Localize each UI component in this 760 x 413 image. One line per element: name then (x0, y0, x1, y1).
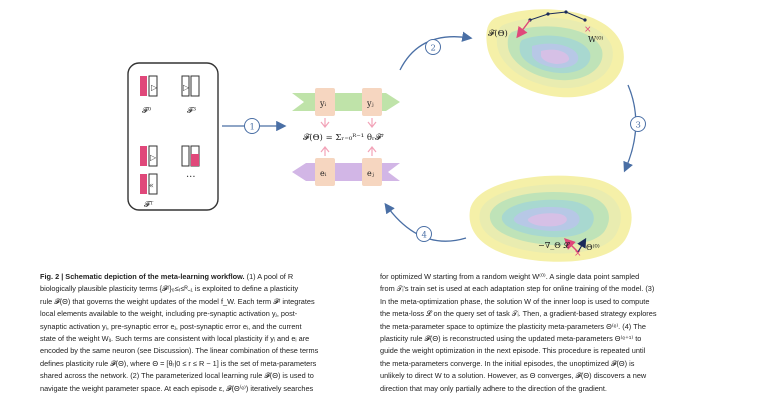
svg-text:▷: ▷ (151, 83, 158, 92)
term-icon-b (181, 145, 200, 167)
pool-ellipsis: ··· (186, 172, 196, 183)
caption-line: the meta-parameters converge. In the ini… (380, 358, 635, 368)
caption-line: state of the weight Wᵢⱼ. Such terms are … (40, 334, 310, 344)
step-arrow-3: 3 (623, 84, 646, 173)
step-label-4: 4 (422, 231, 427, 241)
caption-line: rule 𝓕(Θ) that governs the weight update… (40, 296, 315, 306)
caption-line: for optimized W starting from a random w… (380, 272, 640, 281)
caption-line: plasticity rule 𝓕(Θ) is reconstructed us… (380, 334, 642, 344)
term-icon-0: ▷ (140, 75, 158, 97)
caption-line: direction that may only partially adhere… (380, 383, 607, 393)
weight-landscape-top: × 𝓕(Θ) W⁽⁰⁾ (486, 9, 624, 98)
svg-text:×: × (584, 25, 592, 35)
step-arrow-1: 1 (222, 118, 287, 134)
grad-label: −∇_Θ 𝓛 (538, 240, 570, 250)
meta-landscape-bottom: × −∇_Θ 𝓛 Θ⁽⁰⁾ (469, 175, 632, 262)
bottom-theta-label: Θ⁽⁰⁾ (586, 243, 600, 252)
token-ei: eᵢ (320, 169, 327, 178)
caption-line: unlikely to direct W to a solution. Howe… (380, 371, 647, 381)
caption-line: from 𝒯ᵢ's train set is used at each adap… (380, 284, 655, 294)
step-arrow-4: 4 (384, 202, 467, 242)
pool-label-ft: 𝓕ᵀ (144, 200, 154, 209)
step-label-2: 2 (431, 44, 436, 54)
plasticity-rule-diagram: yᵢ yⱼ eᵢ eⱼ 𝓕(Θ) = Σᵣ₌₀ᴿ⁻¹ θᵣ𝓕ʳ (292, 88, 400, 186)
caption-right-column: for optimized W starting from a random w… (380, 271, 728, 395)
step-label-3: 3 (636, 121, 641, 131)
caption-line: biologically plausible plasticity terms … (40, 284, 299, 294)
workflow-figure: ▷ 𝓕⁰ ▷ 𝓕³ ▷ « ··· 𝓕ᵀ (127, 9, 646, 262)
figure-caption-label: Fig. 2 | Schematic depiction of the meta… (40, 272, 245, 281)
svg-text:«: « (149, 181, 154, 190)
pool-label-f0: 𝓕⁰ (142, 106, 151, 115)
caption-line: the meta-loss 𝓛 on the query set of task… (380, 309, 657, 319)
term-icon-t: « (140, 173, 158, 195)
term-icon-3: ▷ (181, 75, 200, 97)
caption-line: defines plasticity rule 𝓕(Θ), where Θ = … (40, 358, 317, 368)
plasticity-pool: ▷ 𝓕⁰ ▷ 𝓕³ ▷ « ··· 𝓕ᵀ (127, 62, 219, 211)
svg-text:▷: ▷ (150, 153, 157, 162)
step-label-1: 1 (250, 123, 255, 133)
caption-line: shared across the network. (2) The param… (40, 371, 314, 381)
caption-line: In the meta-optimization phase, the solu… (380, 296, 650, 306)
top-w-label: W⁽⁰⁾ (588, 35, 603, 44)
caption-line: navigate the weight parameter space. At … (40, 383, 314, 393)
token-ej: eⱼ (367, 169, 374, 178)
svg-text:▷: ▷ (183, 83, 190, 92)
term-icon-a: ▷ (140, 145, 158, 167)
token-yj: yⱼ (366, 99, 374, 108)
step-arrow-2: 2 (399, 31, 473, 71)
caption-line: synaptic activation yᵢ, pre-synaptic err… (40, 321, 302, 331)
caption-line: local elements available to the weight, … (40, 309, 298, 319)
top-theta-label: 𝓕(Θ) (488, 28, 508, 39)
token-yi: yᵢ (319, 99, 327, 108)
caption-line: guide the weight optimization in the nex… (380, 346, 646, 356)
caption-line: encoded by the same neuron (see Discussi… (40, 346, 319, 356)
caption-line: the meta-parameter space to optimize the… (380, 321, 646, 331)
pool-label-f3: 𝓕³ (187, 106, 196, 115)
caption-left-column: Fig. 2 | Schematic depiction of the meta… (40, 271, 380, 395)
center-equation: 𝓕(Θ) = Σᵣ₌₀ᴿ⁻¹ θᵣ𝓕ʳ (303, 132, 384, 143)
svg-text:×: × (574, 249, 582, 259)
caption-line: Fig. 2 | Schematic depiction of the meta… (40, 271, 380, 283)
caption-text: (1) A pool of R (246, 272, 294, 281)
